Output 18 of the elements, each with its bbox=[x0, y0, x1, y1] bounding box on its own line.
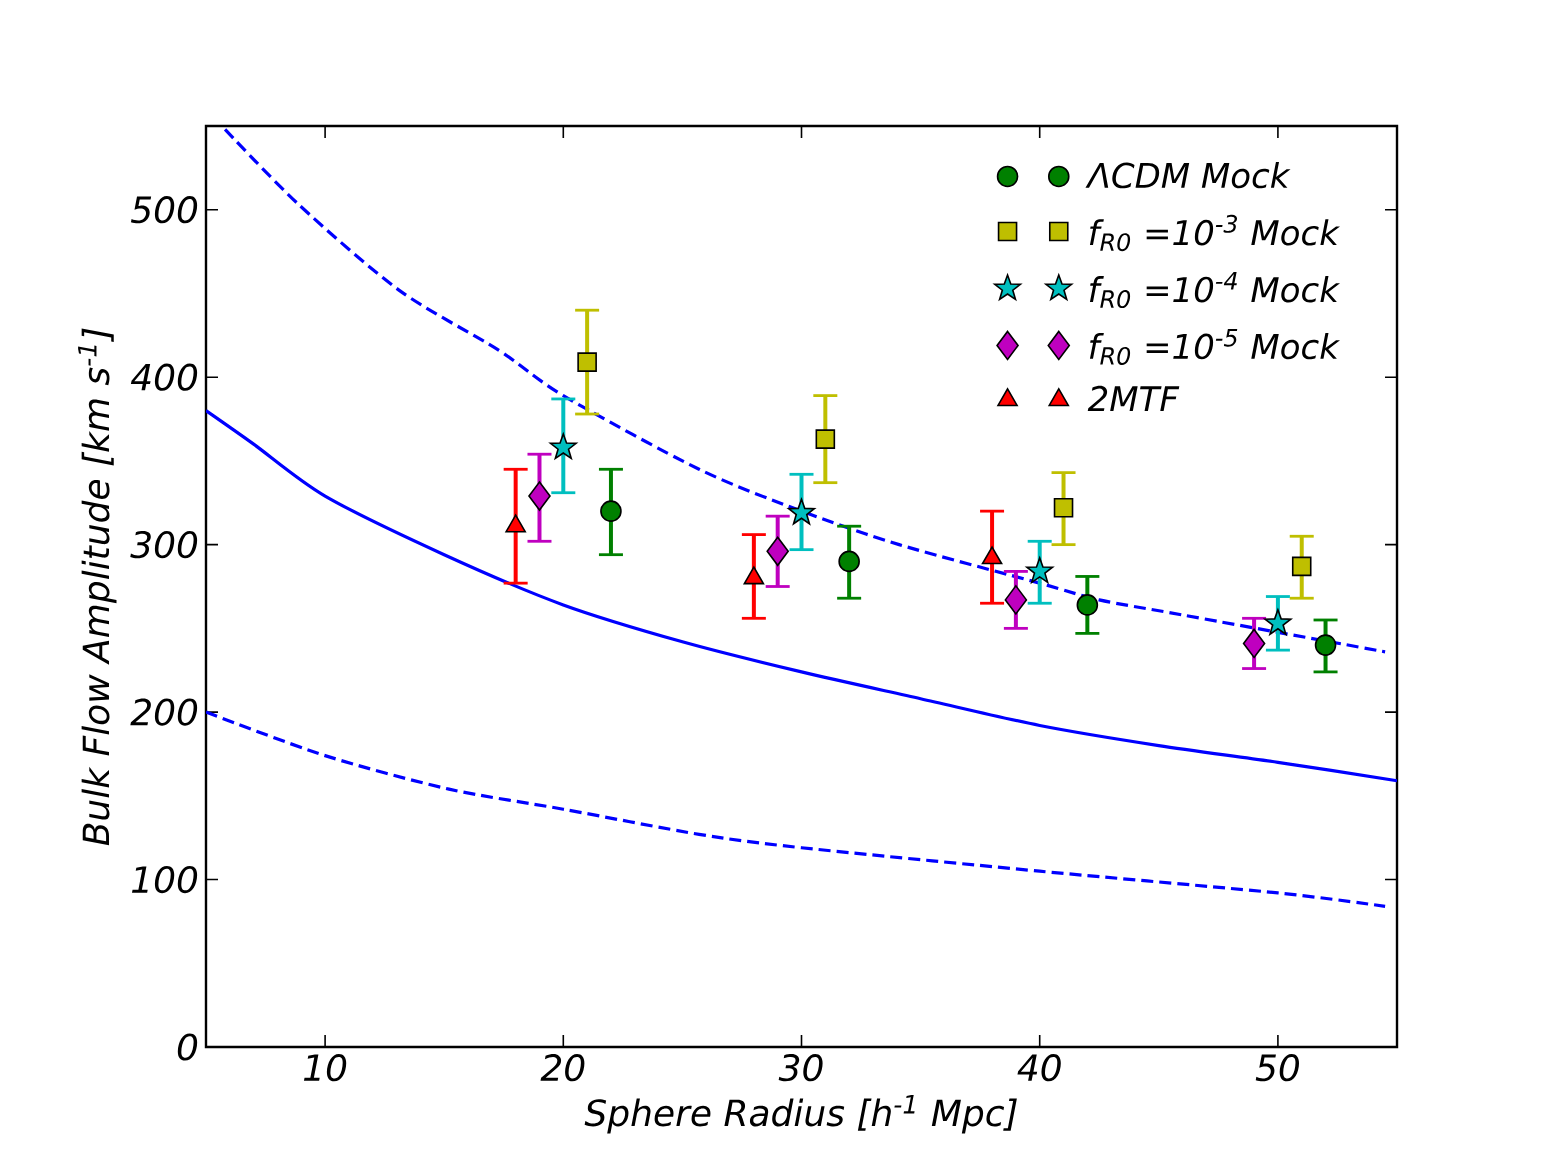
y-tick-label: 200 bbox=[130, 698, 198, 726]
legend-label: f$_{R0}$ =10$^{-4}$ Mock bbox=[1089, 272, 1340, 309]
y-tick-label: 500 bbox=[130, 196, 198, 224]
legend-label: f$_{R0}$ =10$^{-5}$ Mock bbox=[1089, 328, 1340, 365]
y-tick-label: 100 bbox=[131, 865, 198, 894]
y-axis-title: Bulk Flow Amplitude [km s$^{-1}$] bbox=[78, 328, 117, 846]
y-tick-label: 0 bbox=[177, 1033, 198, 1061]
legend-label: 2MTF bbox=[1087, 385, 1180, 412]
x-tick-label: 10 bbox=[303, 1054, 347, 1082]
x-axis-title: Sphere Radius [h$^{-1}$ Mpc] bbox=[584, 1095, 1017, 1134]
x-tick-label: 50 bbox=[1255, 1054, 1300, 1082]
y-tick-label: 300 bbox=[130, 531, 198, 559]
x-tick-label: 30 bbox=[778, 1054, 823, 1082]
legend-label: f$_{R0}$ =10$^{-3}$ Mock bbox=[1089, 214, 1340, 252]
legend-label: ΛCDM Mock bbox=[1085, 162, 1291, 189]
x-tick-label: 40 bbox=[1017, 1054, 1061, 1082]
y-tick-label: 400 bbox=[130, 363, 198, 391]
x-tick-label: 20 bbox=[540, 1054, 585, 1082]
